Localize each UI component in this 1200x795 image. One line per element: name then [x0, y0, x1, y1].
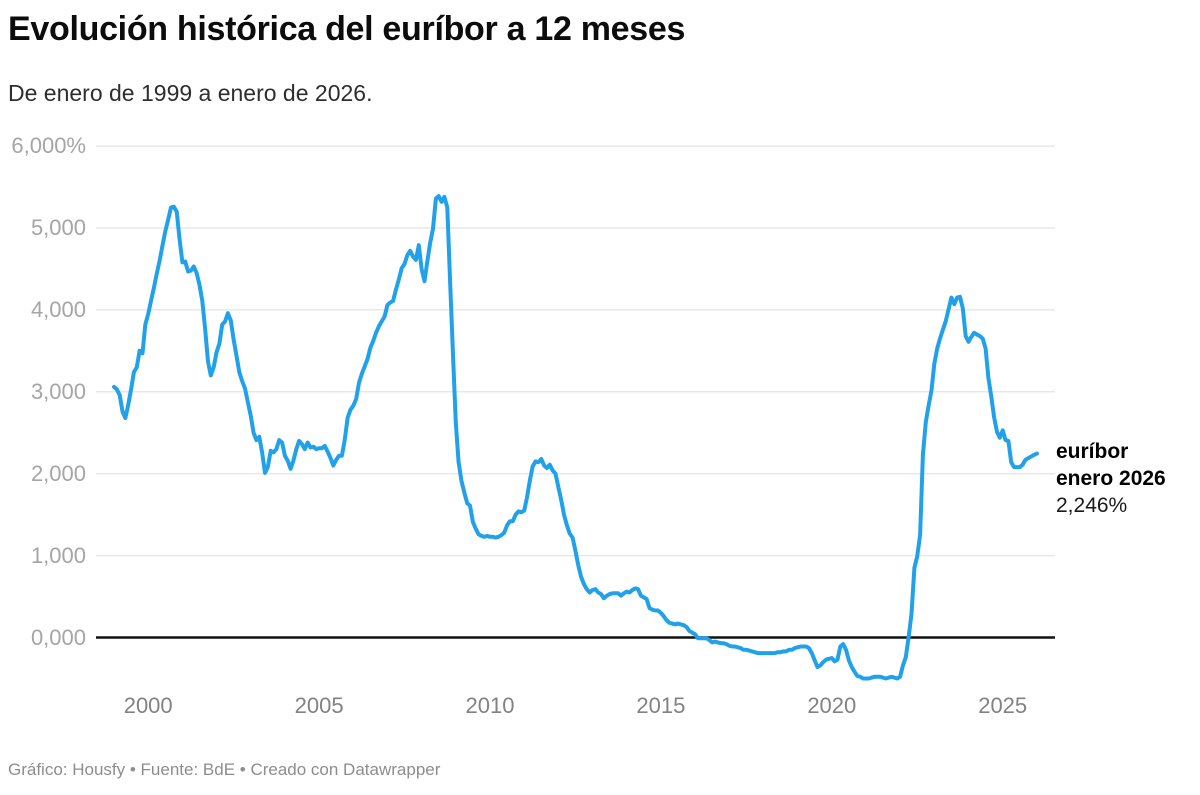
chart-title: Evolución histórica del euríbor a 12 mes…: [8, 10, 686, 48]
annotation-series-name: euríbor: [1056, 440, 1129, 463]
y-axis-tick-label: 3,000: [30, 378, 86, 404]
y-axis-tick-label: 4,000: [30, 296, 86, 322]
x-axis-tick-label: 2000: [123, 693, 173, 718]
x-axis-tick-label: 2005: [294, 693, 344, 718]
x-axis-tick-label: 2025: [978, 693, 1028, 718]
x-axis-tick-label: 2020: [807, 693, 857, 718]
annotation-value: 2,246%: [1056, 494, 1128, 517]
y-axis-tick-label: 0,000: [30, 624, 86, 650]
euribor-line: [112, 194, 1039, 681]
chart-subtitle: De enero de 1999 a enero de 2026.: [8, 80, 373, 106]
line-end-annotation: euríbor enero 2026 2,246%: [1056, 438, 1166, 519]
y-axis-tick-label: 6,000%: [11, 133, 86, 159]
x-axis-tick-label: 2010: [465, 693, 515, 718]
gridlines: [96, 145, 1055, 639]
y-axis-tick-label: 1,000: [30, 542, 86, 568]
y-axis-tick-label: 5,000: [30, 215, 86, 240]
annotation-date: enero 2026: [1056, 467, 1166, 490]
series-group: [112, 194, 1039, 681]
chart-footer-credits: Gráfico: Housfy • Fuente: BdE • Creado c…: [8, 760, 441, 779]
x-axis-tick-label: 2015: [636, 693, 686, 718]
y-axis-tick-label: 2,000: [30, 460, 86, 486]
